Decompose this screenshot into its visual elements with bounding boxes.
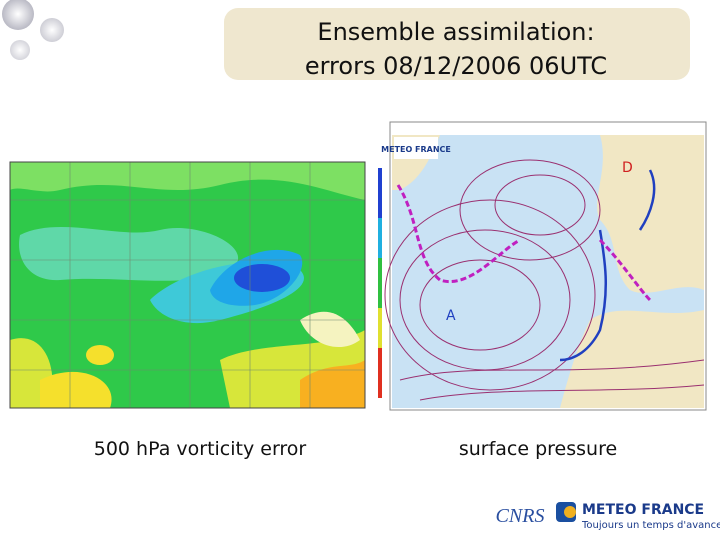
map-logo: METEO FRANCE [381, 145, 451, 154]
title-line: errors 08/12/2006 06UTC [305, 52, 607, 80]
color-scale [378, 168, 382, 398]
title-box [224, 8, 690, 80]
cnrs-logo: CNRS [496, 505, 545, 527]
footer-logos: CNRS METEO FRANCE Toujours un temps d'av… [496, 502, 720, 531]
high-label: A [446, 308, 456, 324]
corner-decoration [2, 0, 64, 60]
title-line: Ensemble assimilation: [317, 18, 594, 46]
caption: 500 hPa vorticity error [94, 438, 307, 460]
low-label: D [622, 160, 633, 176]
vorticity-map [9, 161, 366, 409]
caption: surface pressure [459, 438, 617, 460]
pressure-map: METEO FRANCE D A [381, 121, 707, 411]
slogan: Toujours un temps d'avance [581, 520, 720, 531]
meteo-logo: METEO FRANCE [582, 502, 704, 518]
